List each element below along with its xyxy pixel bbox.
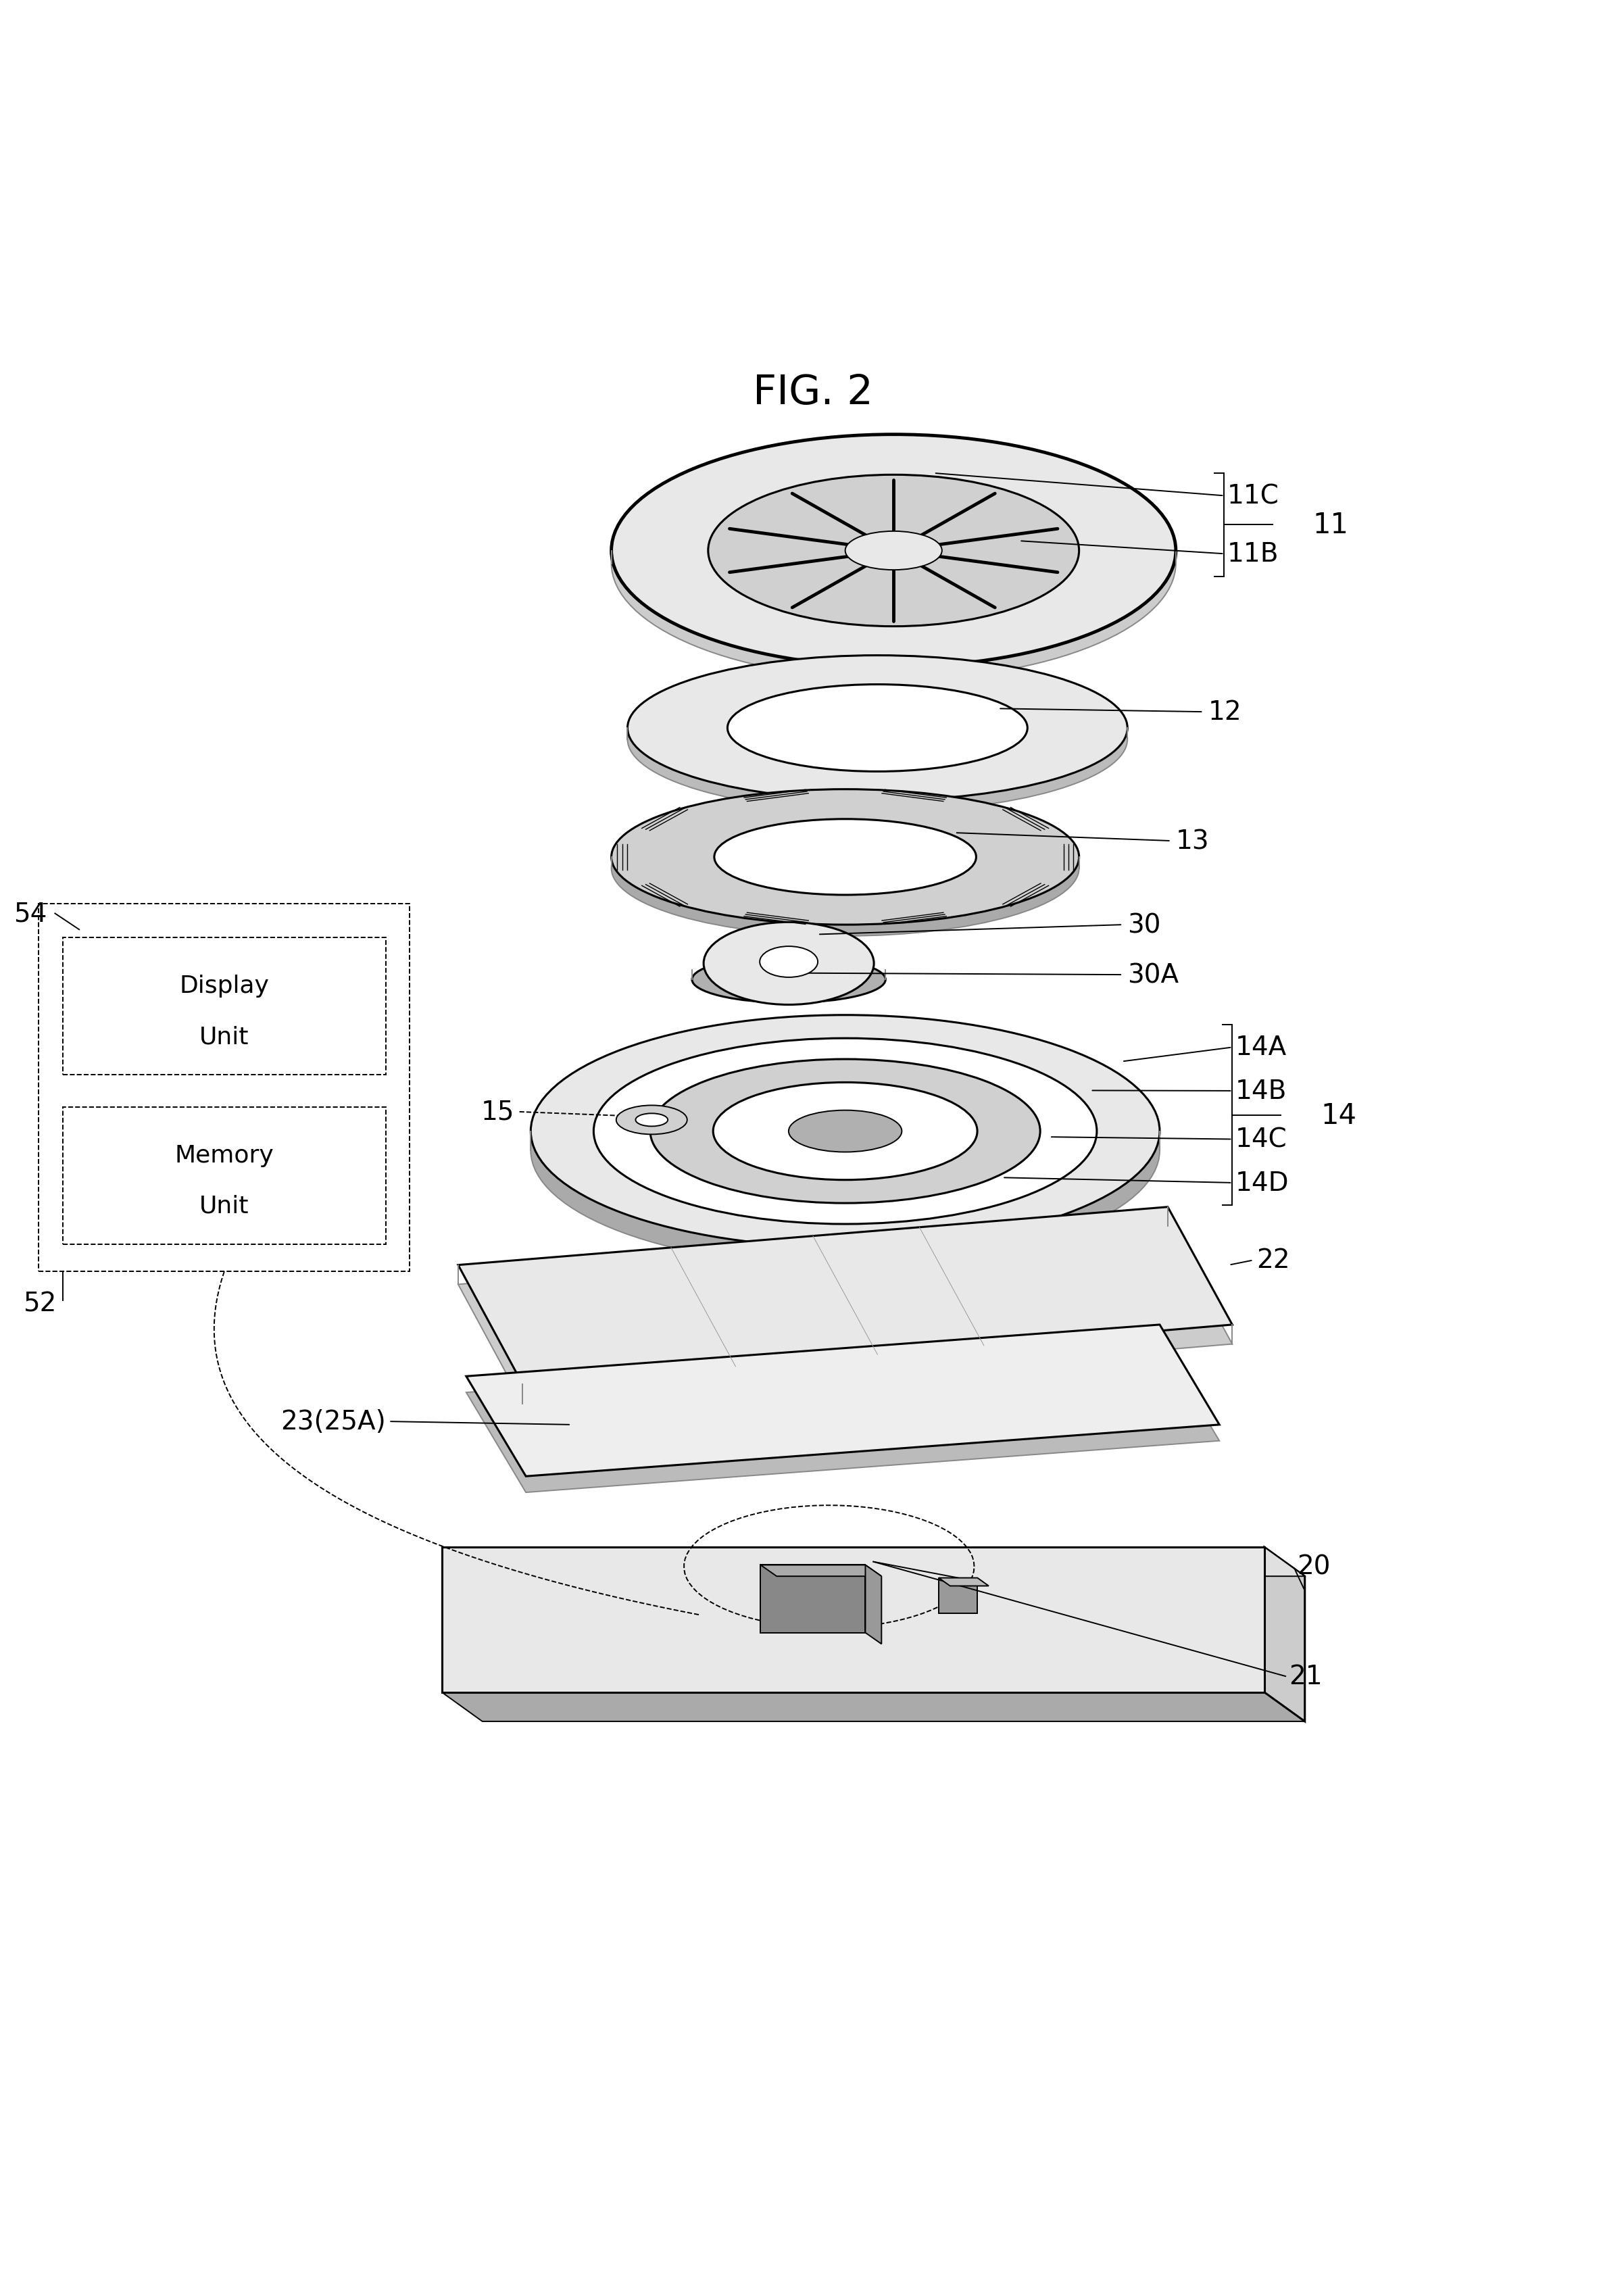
Ellipse shape [611, 800, 1078, 937]
Ellipse shape [708, 476, 1078, 627]
Text: 11: 11 [1312, 510, 1348, 540]
Text: 30A: 30A [1127, 962, 1179, 987]
Ellipse shape [635, 1114, 667, 1126]
Text: 21: 21 [1289, 1664, 1322, 1689]
FancyBboxPatch shape [63, 939, 385, 1076]
Text: FIG. 2: FIG. 2 [754, 374, 874, 412]
Polygon shape [442, 1547, 1304, 1577]
Text: 13: 13 [1176, 827, 1210, 855]
Ellipse shape [715, 820, 976, 896]
Polygon shape [760, 1566, 866, 1632]
Text: 30: 30 [1127, 912, 1161, 939]
Polygon shape [760, 1566, 882, 1577]
Text: 54: 54 [13, 900, 47, 928]
Polygon shape [466, 1324, 1220, 1477]
Ellipse shape [611, 789, 1078, 925]
Text: 20: 20 [1298, 1554, 1330, 1579]
Ellipse shape [627, 668, 1127, 811]
Polygon shape [939, 1577, 989, 1586]
Ellipse shape [611, 447, 1176, 679]
Text: Unit: Unit [200, 1194, 248, 1217]
Polygon shape [866, 1566, 882, 1643]
Text: 11B: 11B [1228, 542, 1280, 567]
Text: 14D: 14D [1236, 1169, 1289, 1196]
Ellipse shape [789, 1110, 901, 1153]
Text: 14B: 14B [1236, 1078, 1288, 1103]
Text: 14A: 14A [1236, 1035, 1286, 1060]
Ellipse shape [594, 1039, 1096, 1224]
Polygon shape [939, 1577, 978, 1614]
Text: 11C: 11C [1228, 483, 1280, 508]
Ellipse shape [650, 1060, 1041, 1203]
Ellipse shape [844, 531, 942, 570]
Text: 15: 15 [481, 1098, 515, 1126]
Ellipse shape [713, 1083, 978, 1181]
Text: 12: 12 [1208, 700, 1242, 725]
Ellipse shape [531, 1035, 1160, 1267]
Text: Memory: Memory [175, 1144, 274, 1167]
Text: 14: 14 [1320, 1101, 1356, 1130]
Text: 22: 22 [1257, 1247, 1289, 1274]
Ellipse shape [692, 957, 885, 1003]
Polygon shape [458, 1208, 1233, 1386]
Polygon shape [466, 1340, 1220, 1493]
Polygon shape [442, 1693, 1304, 1721]
Ellipse shape [627, 656, 1127, 800]
Ellipse shape [615, 1105, 687, 1135]
Text: 52: 52 [23, 1292, 57, 1317]
Ellipse shape [703, 923, 874, 1005]
Ellipse shape [760, 946, 818, 978]
Text: 14C: 14C [1236, 1126, 1288, 1153]
Ellipse shape [611, 435, 1176, 668]
Text: 23(25A): 23(25A) [281, 1408, 385, 1433]
Ellipse shape [728, 684, 1028, 773]
Text: Unit: Unit [200, 1026, 248, 1048]
Polygon shape [1265, 1547, 1304, 1721]
Polygon shape [458, 1226, 1233, 1404]
Text: Display: Display [179, 975, 270, 998]
Polygon shape [442, 1547, 1265, 1693]
FancyBboxPatch shape [63, 1108, 385, 1244]
Ellipse shape [531, 1016, 1160, 1247]
